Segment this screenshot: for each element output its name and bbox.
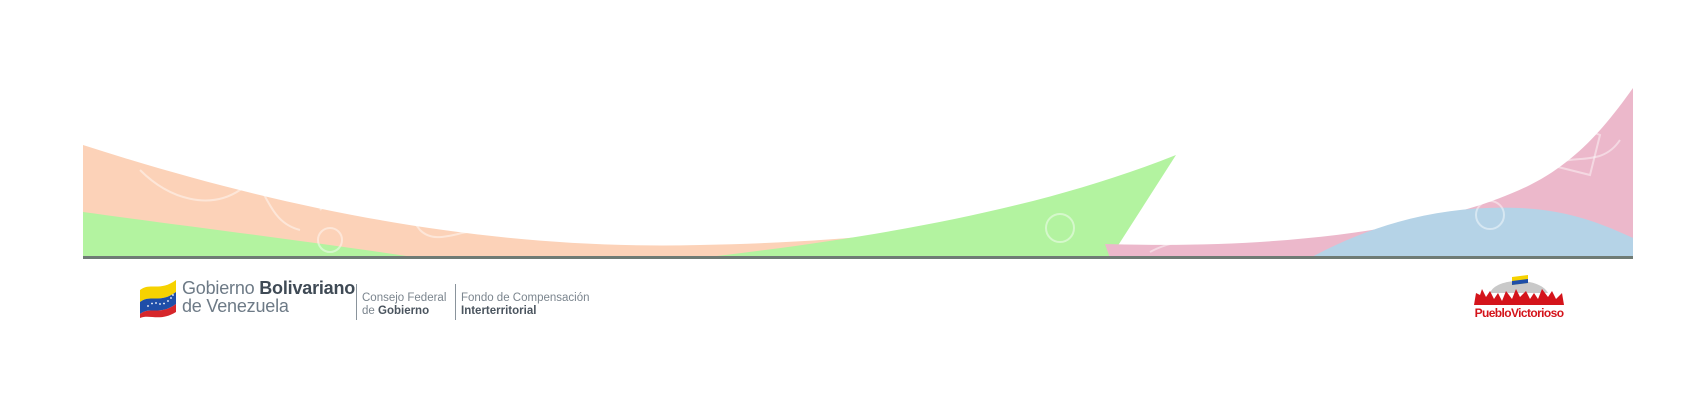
banner-baseline bbox=[83, 256, 1633, 259]
consejo-federal-label: Consejo Federal de Gobierno bbox=[362, 292, 447, 318]
gobierno-bolivariano-logo: Gobierno Bolivariano de Venezuela bbox=[138, 276, 355, 318]
decorative-wave-banner bbox=[83, 88, 1633, 259]
divider bbox=[455, 284, 456, 320]
peach-wave bbox=[83, 145, 1100, 258]
gov-logo-title: Gobierno Bolivariano bbox=[182, 278, 356, 298]
venezuela-flag-icon bbox=[140, 280, 176, 318]
gov-logo-subtitle: de Venezuela bbox=[182, 296, 289, 316]
fondo-compensacion-label: Fondo de Compensación Interterritorial bbox=[461, 292, 590, 318]
blue-wave bbox=[1310, 207, 1633, 258]
green-wave-left bbox=[83, 212, 420, 258]
green-wave-middle bbox=[700, 155, 1176, 258]
pueblo-victorioso-logo: PuebloVictorioso bbox=[1474, 275, 1564, 320]
pueblo-logo-text: PuebloVictorioso bbox=[1475, 306, 1564, 320]
divider bbox=[356, 284, 357, 320]
